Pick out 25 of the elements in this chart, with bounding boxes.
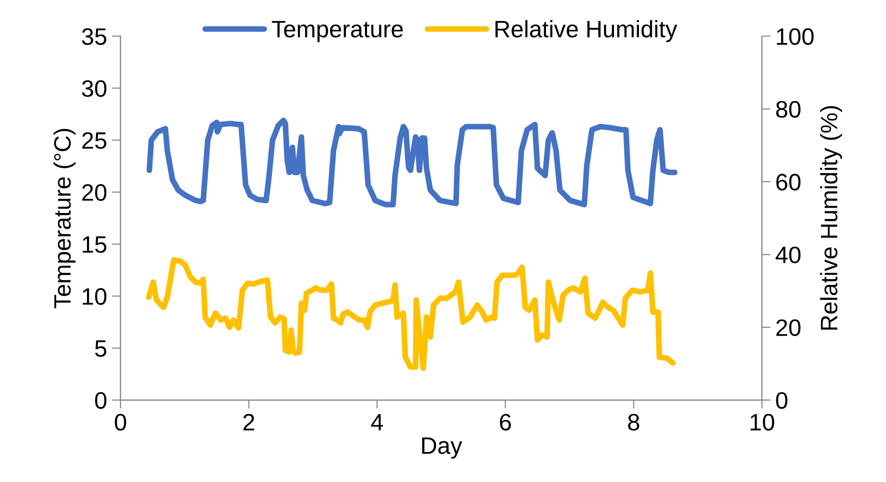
y-tick-label: 25 <box>82 132 106 149</box>
y2-tick-label: 60 <box>776 174 800 190</box>
x-tick-label: 6 <box>500 414 511 431</box>
legend-label: Temperature <box>272 20 403 42</box>
y-tick-label: 5 <box>95 340 106 357</box>
y2-tick-label: 0 <box>776 392 788 409</box>
x-tick-label: 2 <box>243 414 254 430</box>
y2-tick-label: 100 <box>776 28 814 45</box>
y2-tick-label: 40 <box>776 246 800 264</box>
x-tick-label: 10 <box>750 414 774 431</box>
y-axis-title: Temperature (°C) <box>53 128 76 308</box>
y-tick-label: 0 <box>95 392 106 409</box>
y-tick-label: 10 <box>82 288 106 305</box>
x-tick-label: 4 <box>371 414 383 430</box>
x-axis-title: Day <box>422 438 462 459</box>
y-tick-label: 30 <box>82 80 106 97</box>
y2-tick-label: 20 <box>776 319 800 336</box>
y-tick-label: 15 <box>82 236 106 253</box>
y2-axis-title: Relative Humidity (%) <box>820 106 842 330</box>
legend-label: Relative Humidity <box>495 20 678 42</box>
y2-tick-label: 80 <box>776 101 800 118</box>
y-tick-label: 20 <box>82 184 106 201</box>
y-tick-label: 35 <box>82 28 106 45</box>
x-tick-label: 0 <box>114 414 126 431</box>
x-tick-label: 8 <box>628 414 640 431</box>
